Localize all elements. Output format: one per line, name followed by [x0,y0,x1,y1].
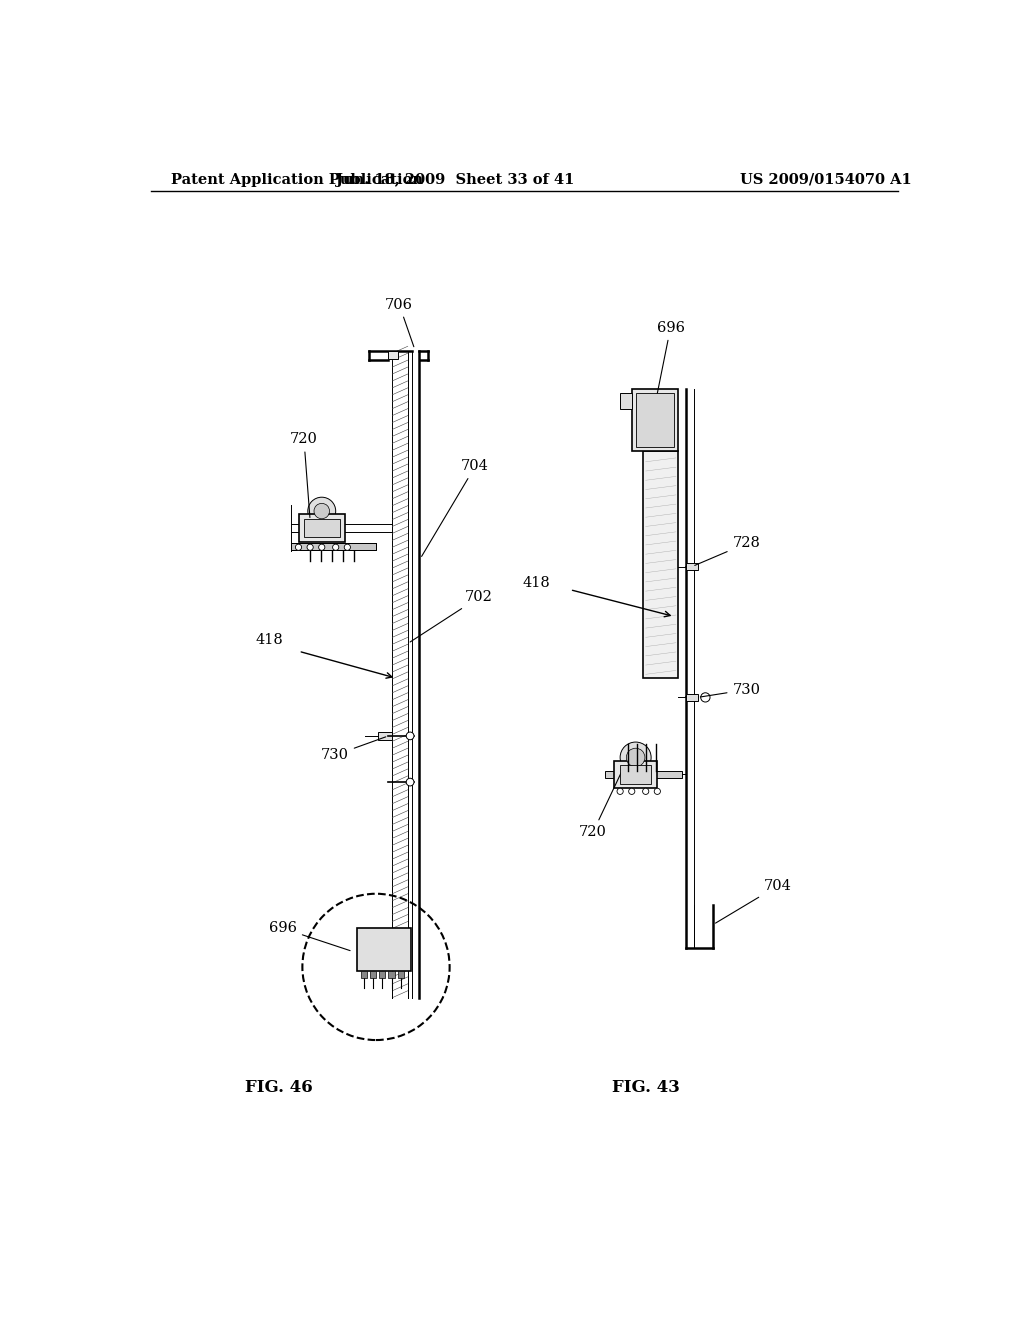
Bar [636,393,675,447]
Bar [621,393,632,409]
Circle shape [643,788,649,795]
Text: 730: 730 [321,737,386,762]
Text: 720: 720 [290,433,317,517]
Text: 728: 728 [694,536,761,565]
Bar [291,544,376,549]
Circle shape [407,779,414,785]
Text: US 2009/0154070 A1: US 2009/0154070 A1 [739,173,911,187]
Circle shape [700,693,710,702]
Bar [299,515,345,543]
Text: 704: 704 [716,879,792,923]
Circle shape [627,748,645,767]
Text: 696: 696 [269,921,350,950]
Circle shape [314,503,330,519]
Bar [621,766,651,784]
Bar [379,970,385,978]
Bar [397,970,403,978]
Circle shape [629,788,635,795]
Circle shape [333,544,339,550]
Text: 704: 704 [422,459,489,557]
Text: 418: 418 [522,577,550,590]
Bar [388,351,397,359]
Bar [614,760,656,788]
Bar [356,928,411,970]
Bar [304,519,340,537]
Bar [360,970,367,978]
Text: FIG. 46: FIG. 46 [246,1080,313,1097]
Bar [370,970,376,978]
Bar [378,733,392,739]
Bar [632,389,678,451]
Circle shape [344,544,350,550]
Text: Jun. 18, 2009  Sheet 33 of 41: Jun. 18, 2009 Sheet 33 of 41 [336,173,574,187]
Text: FIG. 43: FIG. 43 [611,1080,680,1097]
Text: 706: 706 [385,298,414,347]
Circle shape [295,544,302,550]
Text: 720: 720 [580,770,623,840]
Bar [686,562,697,570]
Text: 730: 730 [700,682,761,697]
Bar [686,693,697,701]
Bar [643,451,678,678]
Circle shape [307,544,313,550]
Bar [604,771,682,779]
Circle shape [407,733,414,739]
Bar [388,970,394,978]
Circle shape [617,788,624,795]
Text: 702: 702 [410,590,493,642]
Circle shape [308,498,336,525]
Circle shape [318,544,325,550]
Circle shape [654,788,660,795]
Text: 696: 696 [655,321,684,403]
Text: 418: 418 [255,632,283,647]
Circle shape [621,742,651,774]
Text: Patent Application Publication: Patent Application Publication [171,173,423,187]
Bar [291,544,376,549]
